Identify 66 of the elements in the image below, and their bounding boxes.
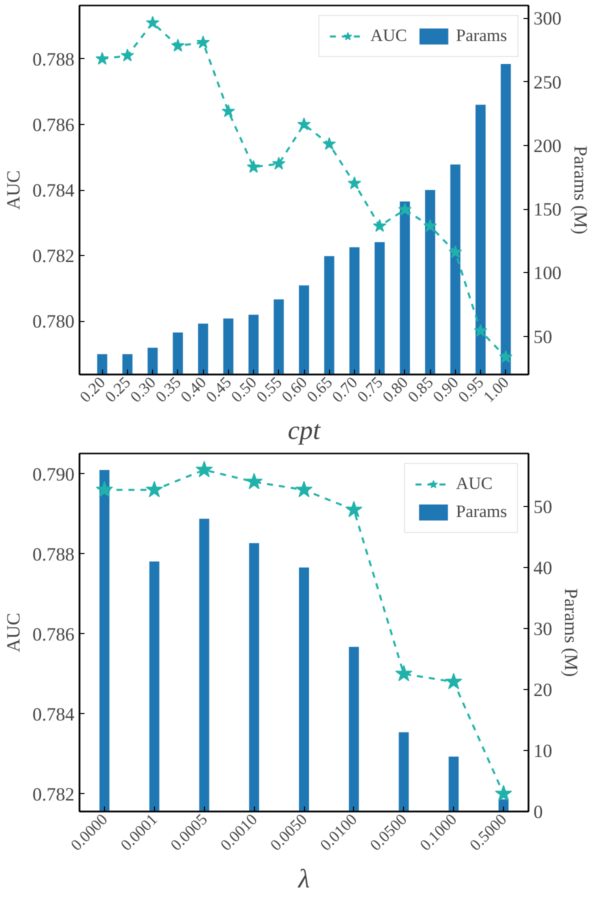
y2-tick-label: 20 [534, 680, 552, 702]
point [272, 156, 286, 170]
bar [149, 561, 160, 812]
y-tick-label: 0.788 [32, 544, 75, 566]
point [499, 350, 512, 363]
point [146, 16, 160, 29]
y2-tick-label: 150 [534, 200, 562, 221]
y2-tick-label: 200 [534, 136, 562, 157]
y2-tick-label: 10 [534, 741, 552, 762]
point [196, 460, 213, 478]
legend-label: AUC [456, 474, 493, 494]
bar [299, 568, 309, 812]
y-tick-label: 0.788 [32, 49, 75, 70]
y2-tick-label: 50 [534, 326, 552, 348]
y-tick-label: 0.784 [32, 704, 76, 726]
bar [99, 470, 110, 812]
y-tick-label: 0.790 [32, 464, 75, 486]
point [120, 48, 134, 62]
point [146, 480, 163, 498]
y-axis-title: AUC [4, 612, 25, 652]
y-tick-label: 0.786 [32, 624, 75, 646]
y-tick-label: 0.782 [32, 246, 75, 268]
point [295, 480, 313, 498]
bar [199, 518, 210, 812]
bar [448, 756, 459, 812]
y-tick-label: 0.784 [32, 180, 76, 202]
point [96, 480, 114, 498]
point [96, 52, 109, 65]
y-tick-label: 0.786 [32, 114, 75, 136]
y2-tick-label: 100 [534, 263, 562, 284]
y2-tick-label: 300 [534, 8, 562, 30]
point [494, 784, 512, 802]
point [297, 117, 311, 130]
y-tick-label: 0.782 [32, 784, 75, 806]
y2-tick-label: 0 [534, 802, 543, 823]
point [398, 202, 412, 216]
point [246, 472, 263, 490]
legend-label: Params [456, 502, 507, 522]
point [372, 219, 386, 232]
point [222, 104, 236, 118]
point [322, 137, 336, 150]
bar [249, 543, 260, 812]
point [171, 38, 185, 52]
y2-axis-title: Params (M) [560, 588, 582, 677]
legend-label: AUC [370, 26, 407, 46]
point [395, 664, 412, 682]
point [445, 672, 462, 690]
point [345, 500, 362, 518]
y-axis-title: AUC [4, 170, 25, 210]
x-axis-title: cpt [288, 415, 321, 446]
y2-tick-label: 250 [534, 72, 562, 94]
point [474, 324, 488, 337]
y-tick-label: 0.780 [32, 312, 75, 333]
x-axis-title: λ [297, 863, 310, 894]
y2-axis-title: Params (M) [569, 146, 590, 234]
point [246, 160, 260, 173]
legend-label: Params [456, 26, 507, 46]
y2-tick-label: 50 [534, 497, 552, 518]
point [423, 219, 437, 232]
y2-tick-label: 30 [534, 619, 552, 640]
point [448, 245, 462, 258]
point [348, 176, 362, 190]
y2-tick-label: 40 [534, 558, 552, 580]
bar [398, 732, 409, 812]
point [196, 36, 210, 48]
bar [348, 646, 359, 812]
